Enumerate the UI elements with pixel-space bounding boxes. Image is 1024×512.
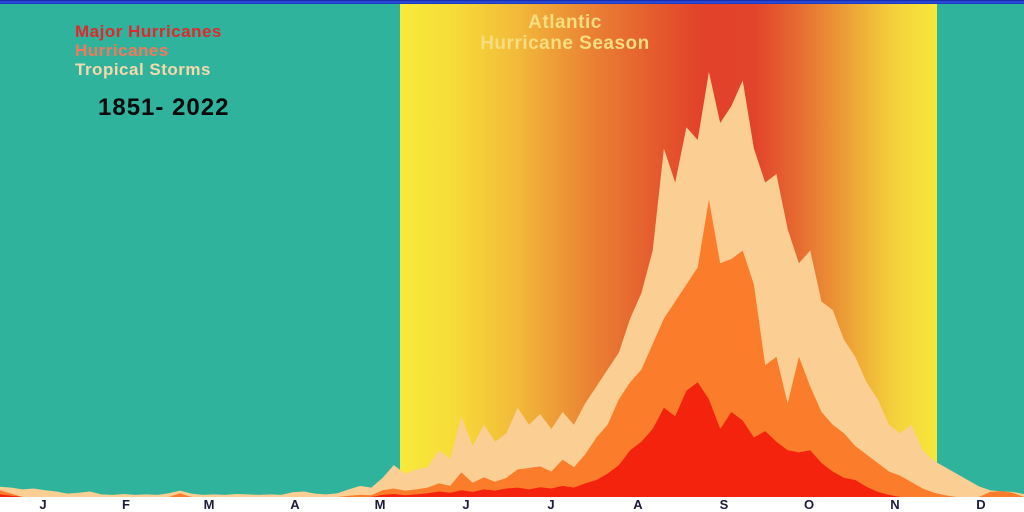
month-label-1: J: [39, 497, 47, 512]
legend-item-hurricanes: Hurricanes: [75, 41, 169, 60]
month-label-8: A: [633, 497, 643, 512]
hurricanes-area: [0, 199, 1024, 497]
legend-item-tropical-storms: Tropical Storms: [75, 60, 211, 79]
top-border: [0, 0, 1024, 4]
chart-title-line2: Hurricane Season: [480, 33, 650, 54]
month-label-12: D: [976, 497, 986, 512]
chart-title-line1: Atlantic: [528, 12, 602, 33]
period-label: 1851- 2022: [98, 94, 230, 121]
month-label-10: O: [803, 497, 815, 512]
tropical-storms-area: [0, 72, 1024, 497]
month-label-9: S: [719, 497, 729, 512]
legend-item-major-hurricanes: Major Hurricanes: [75, 22, 222, 41]
month-label-6: J: [462, 497, 470, 512]
month-label-2: F: [122, 497, 130, 512]
month-label-4: A: [290, 497, 300, 512]
month-label-7: J: [547, 497, 555, 512]
month-axis-strip: [0, 497, 1024, 512]
month-label-3: M: [203, 497, 215, 512]
chart-title: Atlantic Hurricane Season: [400, 12, 730, 54]
month-label-5: M: [374, 497, 386, 512]
legend: Major Hurricanes Hurricanes Tropical Sto…: [75, 22, 222, 79]
major-hurricanes-area: [0, 382, 1024, 497]
month-label-11: N: [890, 497, 900, 512]
